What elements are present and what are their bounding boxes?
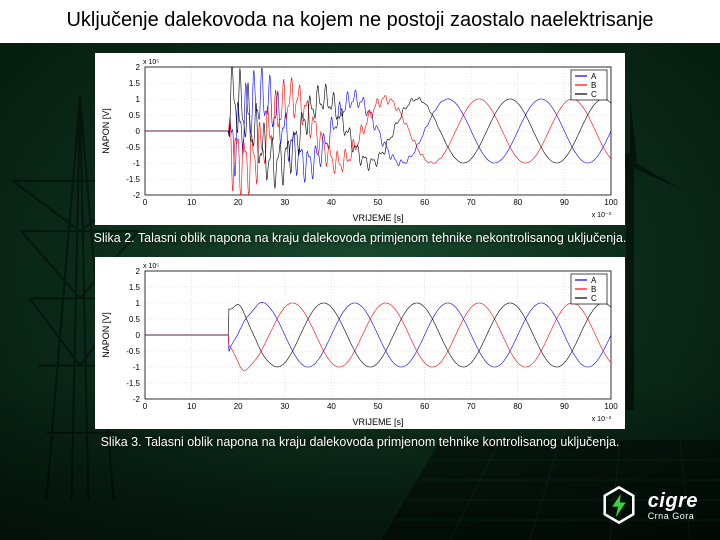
caption-2: Slika 3. Talasni oblik napona na kraju d… — [0, 433, 720, 451]
svg-text:-2: -2 — [133, 191, 141, 200]
logo-sub: Crna Gora — [648, 511, 698, 521]
svg-text:0: 0 — [143, 198, 148, 207]
svg-text:2: 2 — [136, 63, 141, 72]
chart-1-box: 0 10 20 30 40 50 60 70 80 90 100 -2 -1.5 -1 -0.5 0 0.5 1 1… — [95, 53, 625, 225]
svg-text:B: B — [591, 81, 596, 90]
svg-text:60: 60 — [420, 198, 429, 207]
svg-text:1: 1 — [136, 299, 141, 308]
svg-text:-1.5: -1.5 — [126, 379, 140, 388]
svg-text:100: 100 — [604, 402, 618, 411]
svg-text:50: 50 — [374, 198, 383, 207]
svg-text:30: 30 — [280, 402, 289, 411]
svg-text:100: 100 — [604, 198, 618, 207]
svg-text:40: 40 — [327, 198, 336, 207]
logo-icon — [598, 484, 640, 526]
svg-text:20: 20 — [234, 402, 243, 411]
svg-text:70: 70 — [467, 402, 476, 411]
chart-2: 0 10 20 30 40 50 60 70 80 90 100 -2 -1.5 -1 -0.5 0 0.5 1 1… — [95, 257, 625, 429]
svg-text:1: 1 — [136, 95, 141, 104]
chart-1: 0 10 20 30 40 50 60 70 80 90 100 -2 -1.5 -1 -0.5 0 0.5 1 1… — [95, 53, 625, 225]
svg-text:10: 10 — [187, 198, 196, 207]
svg-text:NAPON [V]: NAPON [V] — [101, 312, 111, 358]
svg-text:90: 90 — [560, 198, 569, 207]
svg-text:x 10⁵: x 10⁵ — [143, 263, 159, 270]
svg-text:30: 30 — [280, 198, 289, 207]
svg-text:60: 60 — [420, 402, 429, 411]
svg-text:20: 20 — [234, 198, 243, 207]
svg-text:-1: -1 — [133, 159, 141, 168]
svg-text:-0.5: -0.5 — [126, 143, 140, 152]
svg-text:40: 40 — [327, 402, 336, 411]
svg-text:10: 10 — [187, 402, 196, 411]
svg-text:50: 50 — [374, 402, 383, 411]
svg-text:0: 0 — [143, 402, 148, 411]
svg-text:A: A — [591, 276, 597, 285]
logo-brand: cigre — [648, 490, 698, 513]
svg-text:1.5: 1.5 — [129, 283, 141, 292]
svg-text:0: 0 — [136, 127, 141, 136]
svg-text:C: C — [591, 90, 597, 99]
svg-text:-1.5: -1.5 — [126, 175, 140, 184]
svg-text:-0.5: -0.5 — [126, 347, 140, 356]
page-title: Uključenje dalekovoda na kojem ne postoj… — [40, 8, 680, 33]
svg-text:2: 2 — [136, 267, 141, 276]
svg-text:A: A — [591, 72, 597, 81]
svg-text:1.5: 1.5 — [129, 79, 141, 88]
svg-text:80: 80 — [513, 402, 522, 411]
title-band: Uključenje dalekovoda na kojem ne postoj… — [0, 0, 720, 43]
svg-text:C: C — [591, 294, 597, 303]
caption-1: Slika 2. Talasni oblik napona na kraju d… — [0, 229, 720, 247]
svg-text:80: 80 — [513, 198, 522, 207]
svg-text:VRIJEME [s]: VRIJEME [s] — [352, 213, 403, 223]
svg-text:0: 0 — [136, 331, 141, 340]
svg-text:B: B — [591, 285, 596, 294]
svg-text:x 10⁵: x 10⁵ — [143, 59, 159, 66]
chart-2-box: 0 10 20 30 40 50 60 70 80 90 100 -2 -1.5 -1 -0.5 0 0.5 1 1… — [95, 257, 625, 429]
svg-text:VRIJEME [s]: VRIJEME [s] — [352, 417, 403, 427]
svg-text:NAPON [V]: NAPON [V] — [101, 108, 111, 154]
svg-text:70: 70 — [467, 198, 476, 207]
svg-text:x 10⁻³: x 10⁻³ — [592, 416, 612, 423]
svg-text:90: 90 — [560, 402, 569, 411]
svg-text:-2: -2 — [133, 395, 141, 404]
svg-text:0.5: 0.5 — [129, 315, 141, 324]
svg-text:-1: -1 — [133, 363, 141, 372]
logo: cigre Crna Gora — [598, 484, 698, 526]
svg-text:0.5: 0.5 — [129, 111, 141, 120]
svg-text:x 10⁻³: x 10⁻³ — [592, 212, 612, 219]
